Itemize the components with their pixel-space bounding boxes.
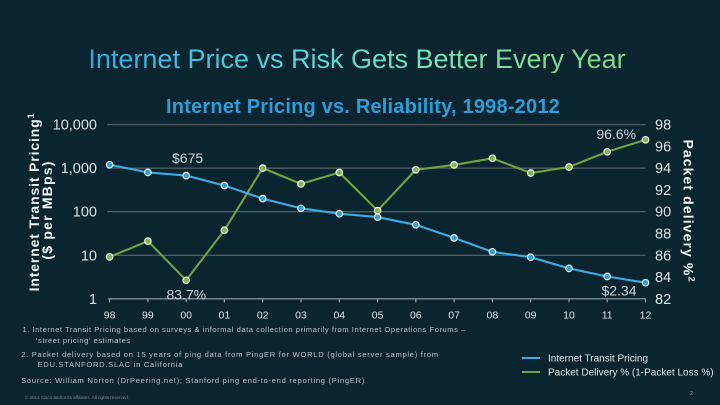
svg-text:05: 05 [372,310,384,322]
svg-text:00: 00 [180,310,192,322]
svg-text:1: 1 [89,292,97,308]
svg-text:10: 10 [81,248,97,264]
svg-text:96: 96 [655,139,671,155]
svg-text:10,000: 10,000 [53,118,97,134]
svg-text:$2.34: $2.34 [601,282,636,298]
svg-text:86: 86 [655,248,671,264]
svg-text:$675: $675 [172,150,203,166]
svg-text:04: 04 [333,310,345,322]
svg-text:01: 01 [219,310,231,322]
svg-text:07: 07 [448,310,460,322]
svg-text:88: 88 [655,227,671,243]
svg-text:98: 98 [104,310,116,322]
svg-text:09: 09 [525,310,537,322]
svg-text:82: 82 [655,292,671,308]
svg-text:83.7%: 83.7% [166,287,206,303]
svg-text:($ per MBps): ($ per MBps) [39,160,55,259]
svg-text:02: 02 [257,310,269,322]
svg-text:10: 10 [563,310,575,322]
svg-text:Packet delivery %2: Packet delivery %2 [680,139,696,282]
svg-text:98: 98 [655,118,671,134]
svg-text:08: 08 [487,310,499,322]
svg-text:100: 100 [73,205,97,221]
svg-text:03: 03 [295,310,307,322]
svg-text:94: 94 [655,161,671,177]
svg-text:Internet Transit Pricing: Internet Transit Pricing [548,354,648,365]
svg-text:12: 12 [640,310,652,322]
svg-text:1,000: 1,000 [61,161,97,177]
svg-text:Internet Transit Pricing1: Internet Transit Pricing1 [26,113,42,292]
svg-text:Packet Delivery % (1-Packet Lo: Packet Delivery % (1-Packet Loss %) [548,368,714,379]
svg-text:92: 92 [655,183,671,199]
svg-text:96.6%: 96.6% [596,126,636,142]
svg-text:11: 11 [602,310,613,322]
svg-text:99: 99 [142,310,154,322]
svg-text:06: 06 [410,310,422,322]
svg-text:84: 84 [655,270,671,286]
svg-text:90: 90 [655,205,671,221]
